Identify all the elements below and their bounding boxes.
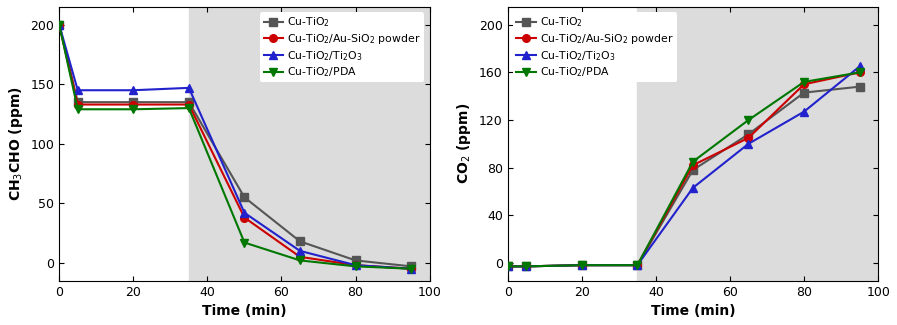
Cu-TiO$_2$/PDA	[798, 80, 809, 84]
Cu-TiO$_2$/Au-SiO$_2$ powder	[502, 265, 513, 268]
Cu-TiO$_2$/Au-SiO$_2$ powder	[632, 263, 643, 267]
Cu-TiO$_2$/Ti$_2$O$_3$	[128, 88, 139, 92]
Cu-TiO$_2$	[521, 265, 532, 268]
Cu-TiO$_2$/PDA	[502, 265, 513, 268]
Cu-TiO$_2$/Au-SiO$_2$ powder	[854, 71, 865, 74]
Line: Cu-TiO$_2$: Cu-TiO$_2$	[56, 21, 415, 270]
Cu-TiO$_2$/PDA	[577, 263, 588, 267]
Cu-TiO$_2$/Au-SiO$_2$ powder	[294, 255, 305, 259]
Bar	[189, 7, 430, 281]
Cu-TiO$_2$/Ti$_2$O$_3$	[54, 23, 65, 27]
Cu-TiO$_2$/Au-SiO$_2$ powder	[350, 263, 361, 267]
Cu-TiO$_2$/Ti$_2$O$_3$	[184, 86, 195, 90]
Cu-TiO$_2$/Ti$_2$O$_3$	[350, 263, 361, 267]
Cu-TiO$_2$	[632, 263, 643, 267]
Cu-TiO$_2$/PDA	[854, 71, 865, 74]
Cu-TiO$_2$/Au-SiO$_2$ powder	[73, 103, 83, 107]
Cu-TiO$_2$/PDA	[54, 23, 65, 27]
Cu-TiO$_2$	[687, 168, 698, 172]
Line: Cu-TiO$_2$/Au-SiO$_2$ powder: Cu-TiO$_2$/Au-SiO$_2$ powder	[504, 69, 864, 270]
Cu-TiO$_2$/Au-SiO$_2$ powder	[184, 103, 195, 107]
X-axis label: Time (min): Time (min)	[202, 304, 287, 318]
Cu-TiO$_2$/Ti$_2$O$_3$	[405, 267, 416, 271]
Cu-TiO$_2$	[743, 132, 753, 136]
Cu-TiO$_2$/PDA	[743, 118, 753, 122]
Cu-TiO$_2$	[54, 23, 65, 27]
Cu-TiO$_2$/Ti$_2$O$_3$	[502, 265, 513, 268]
Cu-TiO$_2$/PDA	[239, 240, 249, 244]
Cu-TiO$_2$	[73, 100, 83, 104]
Line: Cu-TiO$_2$/PDA: Cu-TiO$_2$/PDA	[504, 69, 864, 270]
Line: Cu-TiO$_2$/Ti$_2$O$_3$: Cu-TiO$_2$/Ti$_2$O$_3$	[504, 63, 864, 270]
Cu-TiO$_2$/Ti$_2$O$_3$	[521, 265, 532, 268]
Line: Cu-TiO$_2$/Ti$_2$O$_3$: Cu-TiO$_2$/Ti$_2$O$_3$	[56, 21, 415, 273]
Line: Cu-TiO$_2$: Cu-TiO$_2$	[504, 83, 864, 270]
Cu-TiO$_2$	[854, 85, 865, 89]
Cu-TiO$_2$/PDA	[184, 106, 195, 110]
Y-axis label: CH$_3$CHO (ppm): CH$_3$CHO (ppm)	[7, 86, 25, 201]
Cu-TiO$_2$	[239, 195, 249, 199]
Legend: Cu-TiO$_2$, Cu-TiO$_2$/Au-SiO$_2$ powder, Cu-TiO$_2$/Ti$_2$O$_3$, Cu-TiO$_2$/PDA: Cu-TiO$_2$, Cu-TiO$_2$/Au-SiO$_2$ powder…	[513, 12, 677, 82]
Cu-TiO$_2$/PDA	[405, 267, 416, 271]
Cu-TiO$_2$	[128, 100, 139, 104]
Cu-TiO$_2$/Au-SiO$_2$ powder	[405, 267, 416, 271]
Cu-TiO$_2$/Au-SiO$_2$ powder	[577, 263, 588, 267]
Cu-TiO$_2$/PDA	[128, 107, 139, 111]
Cu-TiO$_2$/PDA	[73, 107, 83, 111]
Cu-TiO$_2$/PDA	[521, 265, 532, 268]
Bar	[638, 7, 878, 281]
Cu-TiO$_2$/Ti$_2$O$_3$	[294, 249, 305, 253]
Cu-TiO$_2$/Ti$_2$O$_3$	[687, 186, 698, 190]
Line: Cu-TiO$_2$/PDA: Cu-TiO$_2$/PDA	[56, 21, 415, 273]
X-axis label: Time (min): Time (min)	[650, 304, 736, 318]
Legend: Cu-TiO$_2$, Cu-TiO$_2$/Au-SiO$_2$ powder, Cu-TiO$_2$/Ti$_2$O$_3$, Cu-TiO$_2$/PDA: Cu-TiO$_2$, Cu-TiO$_2$/Au-SiO$_2$ powder…	[260, 12, 424, 82]
Cu-TiO$_2$	[184, 100, 195, 104]
Cu-TiO$_2$/Au-SiO$_2$ powder	[687, 163, 698, 167]
Cu-TiO$_2$/Ti$_2$O$_3$	[632, 263, 643, 267]
Cu-TiO$_2$	[502, 265, 513, 268]
Cu-TiO$_2$/Ti$_2$O$_3$	[577, 263, 588, 267]
Cu-TiO$_2$	[577, 263, 588, 267]
Cu-TiO$_2$/Au-SiO$_2$ powder	[798, 82, 809, 86]
Cu-TiO$_2$/Ti$_2$O$_3$	[798, 110, 809, 114]
Cu-TiO$_2$/Ti$_2$O$_3$	[73, 88, 83, 92]
Cu-TiO$_2$	[350, 258, 361, 262]
Cu-TiO$_2$	[798, 91, 809, 95]
Line: Cu-TiO$_2$/Au-SiO$_2$ powder: Cu-TiO$_2$/Au-SiO$_2$ powder	[56, 21, 415, 273]
Cu-TiO$_2$/Ti$_2$O$_3$	[239, 211, 249, 215]
Cu-TiO$_2$/PDA	[294, 258, 305, 262]
Cu-TiO$_2$/PDA	[632, 263, 643, 267]
Y-axis label: CO$_2$ (ppm): CO$_2$ (ppm)	[456, 103, 474, 185]
Cu-TiO$_2$/Ti$_2$O$_3$	[854, 64, 865, 68]
Cu-TiO$_2$/Au-SiO$_2$ powder	[239, 215, 249, 219]
Cu-TiO$_2$/Au-SiO$_2$ powder	[54, 23, 65, 27]
Cu-TiO$_2$/PDA	[350, 265, 361, 268]
Cu-TiO$_2$/Ti$_2$O$_3$	[743, 142, 753, 146]
Cu-TiO$_2$/PDA	[687, 160, 698, 163]
Cu-TiO$_2$/Au-SiO$_2$ powder	[128, 103, 139, 107]
Cu-TiO$_2$/Au-SiO$_2$ powder	[521, 265, 532, 268]
Cu-TiO$_2$	[405, 265, 416, 268]
Cu-TiO$_2$/Au-SiO$_2$ powder	[743, 136, 753, 140]
Cu-TiO$_2$	[294, 240, 305, 243]
